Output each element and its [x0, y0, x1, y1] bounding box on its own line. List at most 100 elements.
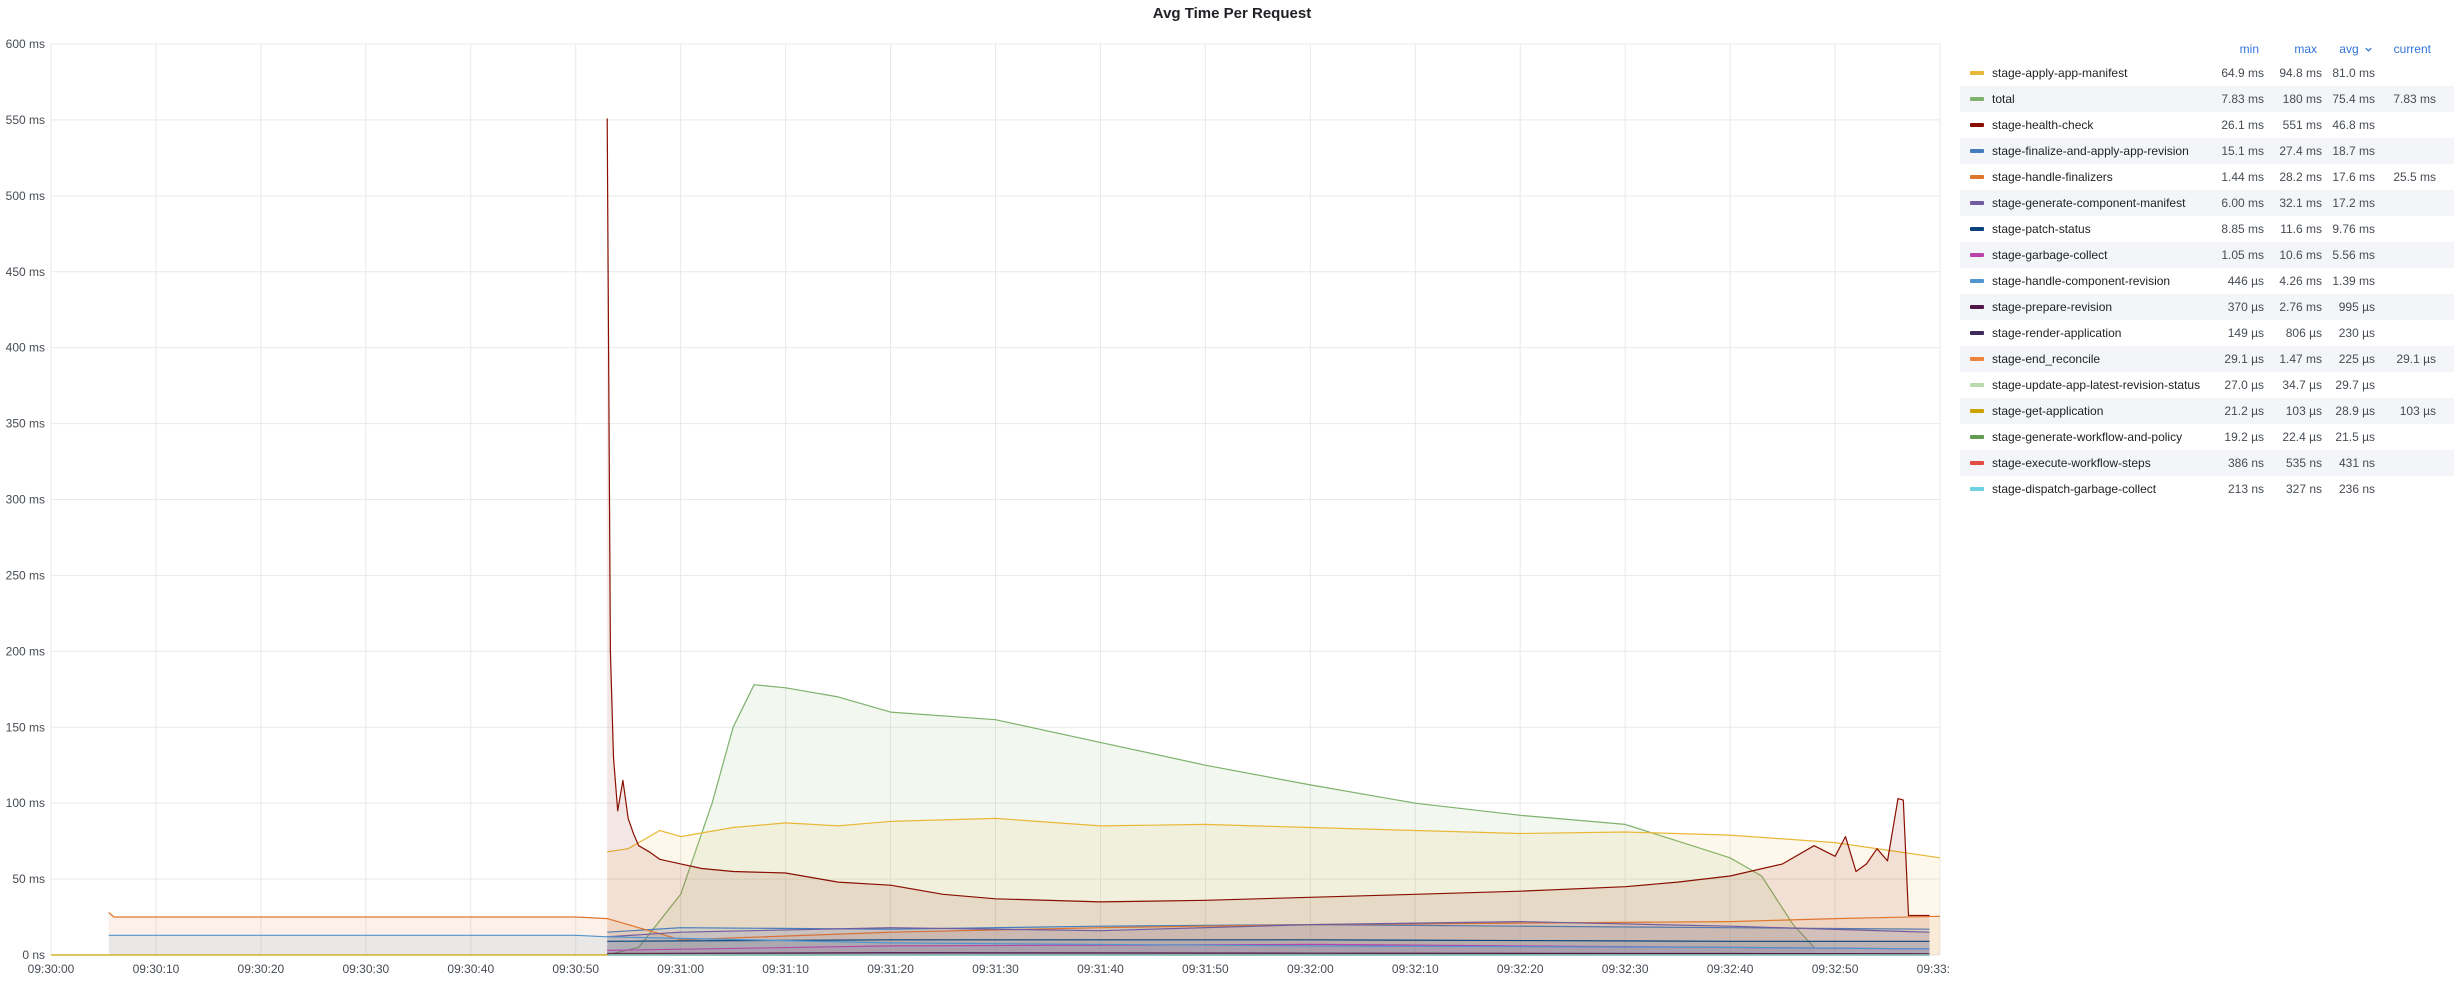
legend-series-name[interactable]: stage-generate-workflow-and-policy — [1992, 430, 2182, 444]
x-tick-label: 09:30:10 — [133, 962, 180, 976]
legend-value-avg: 17.6 ms — [2315, 170, 2375, 184]
y-tick-label: 600 ms — [6, 37, 45, 51]
legend-swatch[interactable] — [1970, 383, 1984, 387]
legend-row[interactable]: stage-garbage-collect 1.05 ms 10.6 ms 5.56 … — [1960, 242, 2454, 268]
legend-row[interactable]: total 7.83 ms 180 ms 75.4 ms 7.83 ms — [1960, 86, 2454, 112]
y-axis: 0 ns50 ms100 ms150 ms200 ms250 ms300 ms3… — [6, 37, 45, 962]
legend-swatch[interactable] — [1970, 279, 1984, 283]
legend-swatch[interactable] — [1970, 435, 1984, 439]
y-tick-label: 200 ms — [6, 644, 45, 658]
legend-header-current[interactable]: current — [2376, 42, 2431, 56]
legend-value-min: 6.00 ms — [2204, 196, 2264, 210]
legend-swatch[interactable] — [1970, 227, 1984, 231]
legend-swatch[interactable] — [1970, 201, 1984, 205]
x-tick-label: 09:33:00 — [1917, 962, 1950, 976]
x-tick-label: 09:31:00 — [657, 962, 704, 976]
legend-series-name[interactable]: stage-render-application — [1992, 326, 2121, 340]
legend-header-avg-label: avg — [2339, 42, 2358, 56]
legend-swatch[interactable] — [1970, 253, 1984, 257]
legend-swatch[interactable] — [1970, 331, 1984, 335]
legend-header-min[interactable]: min — [2204, 42, 2259, 56]
legend-value-current: 7.83 ms — [2376, 92, 2436, 106]
legend-value-min: 446 µs — [2204, 274, 2264, 288]
legend-value-max: 1.47 ms — [2262, 352, 2322, 366]
legend-swatch[interactable] — [1970, 461, 1984, 465]
legend-row[interactable]: stage-health-check 26.1 ms 551 ms 46.8 ms — [1960, 112, 2454, 138]
legend-series-name[interactable]: stage-dispatch-garbage-collect — [1992, 482, 2156, 496]
legend-value-max: 22.4 µs — [2262, 430, 2322, 444]
legend-series-name[interactable]: stage-get-application — [1992, 404, 2103, 418]
legend-series-name[interactable]: stage-update-app-latest-revision-status — [1992, 378, 2200, 392]
legend-series-name[interactable]: stage-end_reconcile — [1992, 352, 2100, 366]
legend-value-avg: 21.5 µs — [2315, 430, 2375, 444]
legend-swatch[interactable] — [1970, 305, 1984, 309]
legend-header-avg[interactable]: avg — [2315, 42, 2373, 56]
legend-value-max: 11.6 ms — [2262, 222, 2322, 236]
legend-series-name[interactable]: stage-handle-component-revision — [1992, 274, 2170, 288]
legend-row[interactable]: stage-apply-app-manifest 64.9 ms 94.8 ms 81… — [1960, 60, 2454, 86]
legend-value-max: 2.76 ms — [2262, 300, 2322, 314]
legend-value-avg: 995 µs — [2315, 300, 2375, 314]
legend-swatch[interactable] — [1970, 149, 1984, 153]
x-tick-label: 09:30:00 — [28, 962, 75, 976]
y-tick-label: 450 ms — [6, 265, 45, 279]
legend-row[interactable]: stage-execute-workflow-steps 386 ns 535 ns… — [1960, 450, 2454, 476]
legend-row[interactable]: stage-generate-component-manifest 6.00 ms… — [1960, 190, 2454, 216]
legend-swatch[interactable] — [1970, 357, 1984, 361]
x-tick-label: 09:30:30 — [342, 962, 389, 976]
legend-row[interactable]: stage-finalize-and-apply-app-revision 15.… — [1960, 138, 2454, 164]
legend-swatch[interactable] — [1970, 71, 1984, 75]
chevron-down-icon — [2364, 45, 2373, 54]
legend-row[interactable]: stage-handle-finalizers 1.44 ms 28.2 ms 17.… — [1960, 164, 2454, 190]
legend-value-avg: 431 ns — [2315, 456, 2375, 470]
legend-swatch[interactable] — [1970, 123, 1984, 127]
legend-swatch[interactable] — [1970, 175, 1984, 179]
time-series-chart[interactable]: 0 ns 50 ms 100 ms 150 ms 200 ms 250 ms 300 ms 3… — [0, 0, 1950, 986]
legend-header: min max avg current — [1960, 38, 2454, 60]
legend-row[interactable]: stage-end_reconcile 29.1 µs 1.47 ms 225 µs 2… — [1960, 346, 2454, 372]
x-tick-label: 09:30:20 — [238, 962, 285, 976]
legend-value-avg: 81.0 ms — [2315, 66, 2375, 80]
legend-table: min max avg current stage-apply-app-mani… — [1960, 38, 2454, 502]
y-tick-label: 250 ms — [6, 568, 45, 582]
legend-series-name[interactable]: stage-handle-finalizers — [1992, 170, 2113, 184]
legend-series-name[interactable]: stage-execute-workflow-steps — [1992, 456, 2151, 470]
legend-swatch[interactable] — [1970, 97, 1984, 101]
legend-row[interactable]: stage-prepare-revision 370 µs 2.76 ms 995 µ… — [1960, 294, 2454, 320]
legend-row[interactable]: stage-render-application 149 µs 806 µs 230 … — [1960, 320, 2454, 346]
legend-value-max: 4.26 ms — [2262, 274, 2322, 288]
legend-value-avg: 225 µs — [2315, 352, 2375, 366]
legend-value-max: 32.1 ms — [2262, 196, 2322, 210]
x-tick-label: 09:30:40 — [447, 962, 494, 976]
legend-value-avg: 9.76 ms — [2315, 222, 2375, 236]
legend-swatch[interactable] — [1970, 409, 1984, 413]
legend-row[interactable]: stage-update-app-latest-revision-status 2… — [1960, 372, 2454, 398]
legend-value-current: 103 µs — [2376, 404, 2436, 418]
legend-value-min: 27.0 µs — [2204, 378, 2264, 392]
y-tick-label: 50 ms — [12, 872, 45, 886]
x-tick-label: 09:30:50 — [552, 962, 599, 976]
legend-value-avg: 17.2 ms — [2315, 196, 2375, 210]
legend-series-name[interactable]: stage-health-check — [1992, 118, 2093, 132]
legend-series-name[interactable]: stage-prepare-revision — [1992, 300, 2112, 314]
legend-row[interactable]: stage-patch-status 8.85 ms 11.6 ms 9.76 ms — [1960, 216, 2454, 242]
x-axis: 09:30:00 09:30:10 09:30:20 09:30:30 09:30:40… — [28, 962, 1950, 976]
legend-row[interactable]: stage-handle-component-revision 446 µs 4.2… — [1960, 268, 2454, 294]
legend-value-min: 149 µs — [2204, 326, 2264, 340]
legend-series-name[interactable]: total — [1992, 92, 2015, 106]
legend-header-max[interactable]: max — [2262, 42, 2317, 56]
legend-series-name[interactable]: stage-finalize-and-apply-app-revision — [1992, 144, 2189, 158]
legend-series-name[interactable]: stage-patch-status — [1992, 222, 2091, 236]
legend-value-max: 34.7 µs — [2262, 378, 2322, 392]
legend-value-avg: 75.4 ms — [2315, 92, 2375, 106]
legend-row[interactable]: stage-get-application 21.2 µs 103 µs 28.9 µ… — [1960, 398, 2454, 424]
legend-row[interactable]: stage-generate-workflow-and-policy 19.2 µ… — [1960, 424, 2454, 450]
x-tick-label: 09:32:40 — [1707, 962, 1754, 976]
legend-series-name[interactable]: stage-garbage-collect — [1992, 248, 2107, 262]
legend-series-name[interactable]: stage-generate-component-manifest — [1992, 196, 2185, 210]
legend-swatch[interactable] — [1970, 487, 1984, 491]
legend-row[interactable]: stage-dispatch-garbage-collect 213 ns 327 … — [1960, 476, 2454, 502]
x-tick-label: 09:31:40 — [1077, 962, 1124, 976]
legend-value-avg: 46.8 ms — [2315, 118, 2375, 132]
legend-series-name[interactable]: stage-apply-app-manifest — [1992, 66, 2127, 80]
